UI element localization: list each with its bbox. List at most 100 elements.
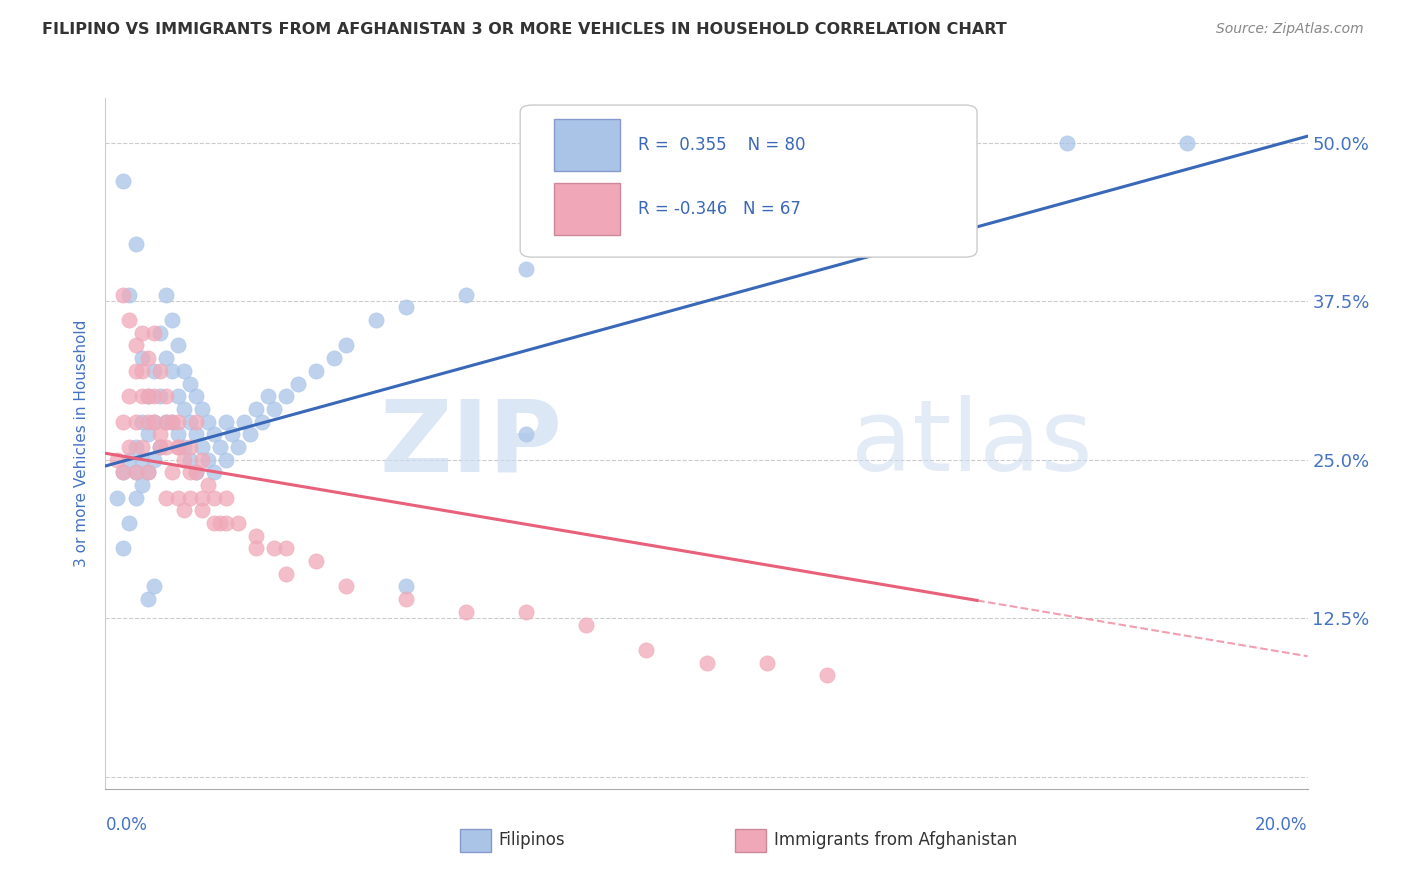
Point: [107, 452, 129, 467]
Point: [124, 237, 146, 252]
Point: [1175, 136, 1198, 150]
Point: [136, 415, 159, 429]
Point: [184, 415, 207, 429]
Point: [166, 440, 188, 454]
Point: [148, 364, 170, 378]
Point: [142, 415, 165, 429]
FancyBboxPatch shape: [554, 119, 620, 170]
Point: [124, 465, 146, 479]
Point: [112, 287, 135, 301]
Point: [118, 389, 141, 403]
Point: [160, 415, 183, 429]
Point: [142, 579, 165, 593]
Point: [274, 566, 297, 581]
Point: [335, 579, 357, 593]
Point: [136, 389, 159, 403]
Point: [118, 452, 141, 467]
Point: [155, 389, 177, 403]
Point: [184, 465, 207, 479]
Point: [118, 287, 141, 301]
Point: [575, 617, 598, 632]
Text: R =  0.355    N = 80: R = 0.355 N = 80: [638, 136, 806, 153]
Point: [166, 440, 188, 454]
Point: [335, 338, 357, 352]
Point: [124, 491, 146, 505]
Point: [173, 440, 195, 454]
Point: [208, 516, 231, 530]
Point: [250, 415, 273, 429]
Point: [305, 554, 328, 568]
Point: [142, 452, 165, 467]
Point: [131, 440, 153, 454]
Point: [696, 211, 718, 226]
Point: [226, 440, 249, 454]
Point: [190, 401, 212, 416]
Y-axis label: 3 or more Vehicles in Household: 3 or more Vehicles in Household: [75, 320, 90, 567]
Point: [755, 186, 778, 201]
Point: [166, 427, 188, 442]
Point: [179, 376, 201, 391]
Point: [148, 440, 170, 454]
Point: [173, 401, 195, 416]
Point: [190, 503, 212, 517]
Point: [166, 491, 188, 505]
Point: [202, 427, 225, 442]
Point: [131, 452, 153, 467]
Text: Filipinos: Filipinos: [498, 831, 565, 849]
Point: [263, 541, 285, 556]
Point: [112, 173, 135, 187]
Point: [131, 364, 153, 378]
Point: [226, 516, 249, 530]
Point: [155, 440, 177, 454]
Point: [696, 656, 718, 670]
Point: [124, 415, 146, 429]
Point: [179, 440, 201, 454]
Point: [256, 389, 278, 403]
Point: [124, 364, 146, 378]
Point: [112, 465, 135, 479]
Point: [142, 364, 165, 378]
Point: [160, 465, 183, 479]
Point: [124, 338, 146, 352]
Point: [148, 440, 170, 454]
Point: [160, 313, 183, 327]
Point: [263, 401, 285, 416]
Point: [142, 415, 165, 429]
Point: [131, 389, 153, 403]
Point: [166, 338, 188, 352]
Point: [166, 415, 188, 429]
Text: atlas: atlas: [851, 395, 1092, 492]
Point: [202, 491, 225, 505]
Point: [214, 415, 236, 429]
Point: [136, 351, 159, 366]
Point: [364, 313, 387, 327]
Point: [136, 389, 159, 403]
Point: [112, 541, 135, 556]
Point: [155, 287, 177, 301]
Point: [173, 364, 195, 378]
Point: [124, 465, 146, 479]
Point: [245, 401, 267, 416]
Point: [221, 427, 243, 442]
Point: [190, 440, 212, 454]
Point: [239, 427, 262, 442]
Text: Source: ZipAtlas.com: Source: ZipAtlas.com: [1216, 22, 1364, 37]
Point: [197, 452, 219, 467]
Text: 20.0%: 20.0%: [1256, 815, 1308, 833]
Point: [173, 503, 195, 517]
Point: [274, 541, 297, 556]
Point: [755, 656, 778, 670]
Point: [112, 465, 135, 479]
Point: [815, 668, 838, 682]
Point: [232, 415, 254, 429]
Point: [322, 351, 344, 366]
Point: [112, 415, 135, 429]
Point: [190, 491, 212, 505]
Point: [107, 491, 129, 505]
Point: [136, 592, 159, 607]
Point: [155, 351, 177, 366]
Point: [118, 313, 141, 327]
Point: [148, 427, 170, 442]
Point: [815, 173, 838, 187]
FancyBboxPatch shape: [554, 183, 620, 235]
